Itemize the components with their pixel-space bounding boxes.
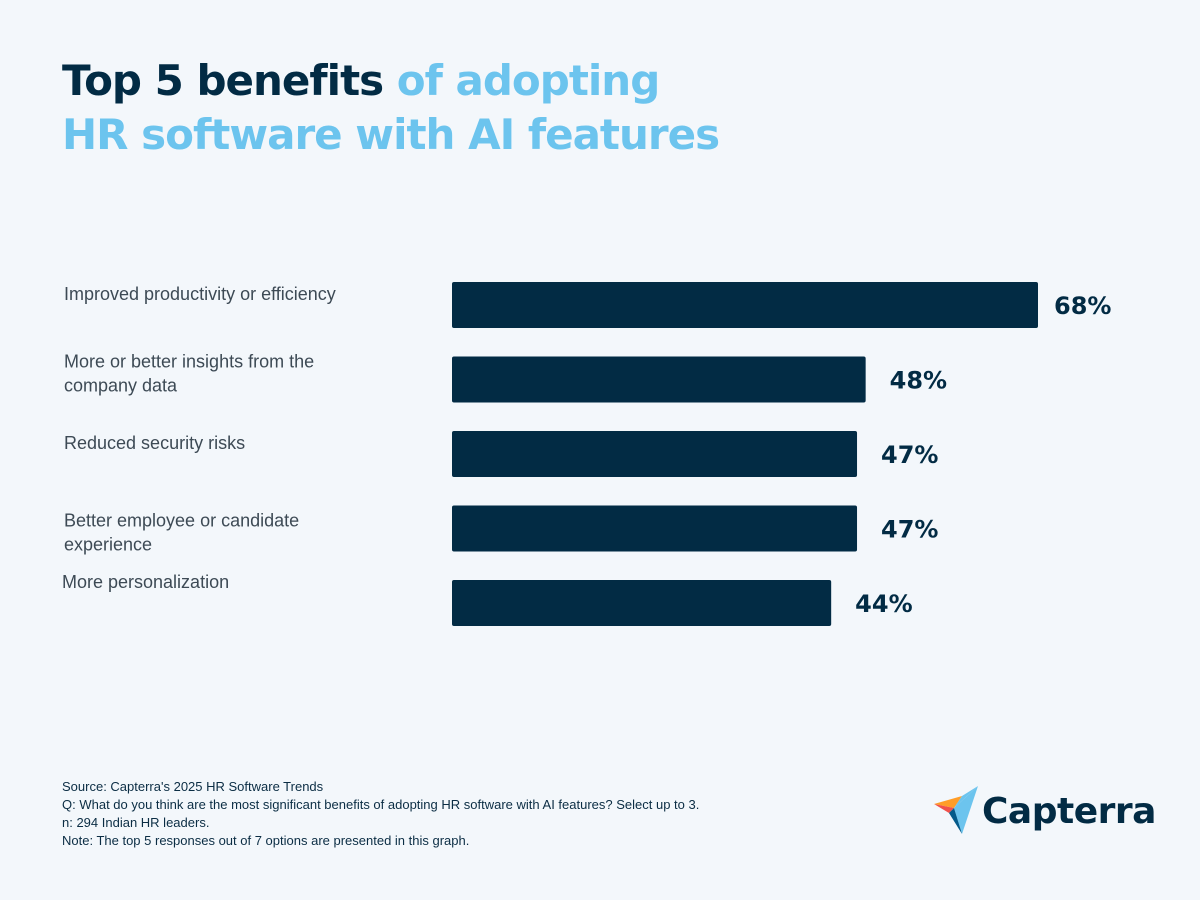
note: Note: The top 5 responses out of 7 optio… (62, 833, 470, 848)
category-label-2: Reduced security risks (64, 433, 245, 453)
category-label-0: Improved productivity or efficiency (64, 284, 336, 304)
title-light-1: of adopting (383, 56, 661, 105)
category-label-1: More or better insights from the company … (64, 352, 314, 396)
title-light-2: HR software with AI features (62, 110, 720, 159)
question-note: Q: What do you think are the most signif… (62, 797, 700, 812)
capterra-logo: Capterra (932, 786, 1156, 836)
chart-title: Top 5 benefits of adopting HR software w… (62, 54, 720, 162)
bar-4 (452, 580, 832, 626)
sample-note: n: 294 Indian HR leaders. (62, 815, 210, 830)
footer-notes: Source: Capterra's 2025 HR Software Tren… (62, 778, 699, 850)
capterra-arrow-icon (934, 786, 978, 834)
logo-text: Capterra (982, 790, 1156, 832)
value-label-1: 48% (890, 367, 947, 395)
bar-1 (452, 356, 866, 403)
value-label-2: 47% (881, 441, 938, 469)
value-label-0: 68% (1054, 292, 1111, 320)
bar-chart: 68% Improved productivity or efficiency 48… (62, 282, 1111, 626)
bar-0 (452, 282, 1038, 328)
category-label-3: Better employee or candidate experience (64, 511, 299, 555)
bar-3 (452, 505, 858, 552)
bar-2 (452, 431, 858, 477)
category-label-4: More personalization (62, 572, 229, 592)
source-note: Source: Capterra's 2025 HR Software Tren… (62, 779, 324, 794)
title-dark: Top 5 benefits (62, 56, 384, 105)
value-label-3: 47% (881, 516, 938, 544)
value-label-4: 44% (855, 590, 912, 618)
